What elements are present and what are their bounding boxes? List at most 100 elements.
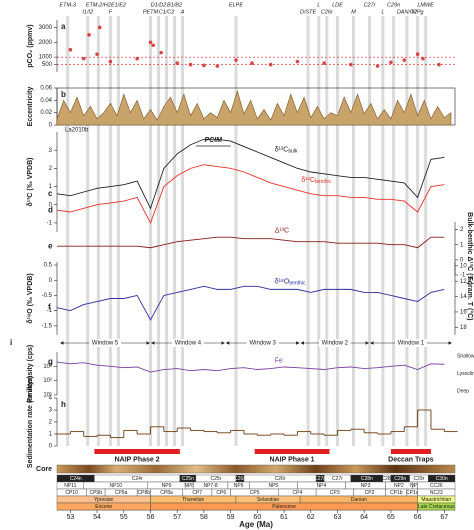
x-tick-label: 58 xyxy=(200,514,208,521)
y-tick-label: 0 xyxy=(49,278,53,284)
series-line xyxy=(56,138,445,210)
annotation: La2010b xyxy=(65,128,89,134)
event-band xyxy=(416,16,420,446)
data-point xyxy=(402,58,407,62)
timescale-label: C30n xyxy=(436,476,448,482)
y-axis-label: δ¹⁸O (‰ VPDB) xyxy=(27,273,34,323)
event-band xyxy=(66,16,70,446)
x-tick-label: 67 xyxy=(440,514,448,521)
y2-tick-label: 1 xyxy=(460,242,464,248)
right-label: Deep xyxy=(457,388,469,394)
event-band xyxy=(335,16,339,446)
timescale-label: NP7-8 xyxy=(203,483,217,489)
phase-label: NAIP Phase 1 xyxy=(270,456,315,463)
phase-bar xyxy=(254,449,330,454)
timescale-label: C26r xyxy=(275,476,286,482)
right-label: Lysocline xyxy=(457,371,474,377)
y2-tick-label: -1 xyxy=(460,273,466,279)
window-label: Window 2 xyxy=(322,341,349,347)
y-tick-label: -1 xyxy=(47,308,53,314)
data-point xyxy=(135,56,139,61)
event-label: D1/D2 xyxy=(151,2,167,8)
event-label: K/Pg xyxy=(412,9,425,15)
data-point xyxy=(95,52,99,56)
data-point xyxy=(389,60,393,65)
timescale-label: CP3 xyxy=(330,490,340,496)
y-axis-label: Sedimentation rate (cm/kyr) xyxy=(27,376,34,468)
timescale-label: NP5 xyxy=(268,483,278,489)
y-tick-label: 0.06 xyxy=(40,86,52,92)
panel-letter: g xyxy=(48,357,53,366)
timescale-label: CP1b xyxy=(390,490,403,496)
x-tick-label: 53 xyxy=(66,514,74,521)
y2-axis-label: Bulk-benthic Δ¹³C (‰) xyxy=(466,212,473,285)
series-line xyxy=(56,164,445,225)
window-label: Window 5 xyxy=(92,341,119,347)
y-tick-label: 10¹ xyxy=(43,393,52,399)
y-tick-label: 10² xyxy=(43,378,52,384)
panel-letter: f xyxy=(48,303,51,312)
series-line xyxy=(56,361,445,373)
y2-tick-label: 0 xyxy=(460,257,464,263)
event-band xyxy=(157,16,161,446)
panel-letter: d xyxy=(48,205,53,214)
y-tick-label: -1.5 xyxy=(42,323,53,329)
y-tick-label: 2000 xyxy=(39,40,53,46)
data-point xyxy=(202,63,206,68)
data-point xyxy=(68,47,73,52)
window-label-bg xyxy=(394,339,427,347)
event-label: ETM-2/H2 xyxy=(86,2,111,8)
timescale-label: Eocene xyxy=(95,504,112,510)
event-band xyxy=(234,16,238,446)
x-tick-label: 59 xyxy=(227,514,235,521)
timescale-label: NP2 xyxy=(394,483,404,489)
event-label: L xyxy=(381,9,384,15)
event-band xyxy=(173,16,177,446)
event-bands xyxy=(66,16,428,446)
timescale-label: C27n xyxy=(314,476,326,482)
x-tick-label: 55 xyxy=(120,514,128,521)
window-label-bg xyxy=(89,339,122,347)
x-tick-label: 64 xyxy=(360,514,368,521)
data-point xyxy=(415,52,420,56)
data-point xyxy=(234,58,238,62)
timescale-label: C28n xyxy=(361,476,373,482)
y-tick-label: 0 xyxy=(49,202,53,208)
timescale-label: CP7 xyxy=(192,490,202,496)
data-point xyxy=(188,62,193,67)
timescale-label: CP10 xyxy=(65,490,78,496)
pcim-label: PCIM xyxy=(205,137,223,144)
timescale-label: Maastrichtian xyxy=(421,497,451,503)
series-label: Δ¹³C xyxy=(275,228,289,235)
y2-tick-label: 18 xyxy=(460,325,467,331)
timescale-label: C25n xyxy=(182,476,194,482)
y-tick-label: 500 xyxy=(42,62,53,68)
event-label: A xyxy=(180,9,185,15)
data-point xyxy=(322,61,326,65)
window-label-bg xyxy=(318,339,351,347)
panel-letter: e xyxy=(48,241,53,250)
timescale-label: CP9a xyxy=(115,490,128,496)
timescale-label: Late Cretaceous xyxy=(418,504,455,510)
x-tick-label: 57 xyxy=(173,514,181,521)
event-label: L xyxy=(317,2,320,8)
data-point xyxy=(215,64,220,68)
x-tick-label: 62 xyxy=(307,514,315,521)
y-axis-label: Fe intensity (cps) xyxy=(27,345,34,403)
data-point xyxy=(349,62,353,67)
y-tick-label: 1000 xyxy=(39,55,53,61)
timescale-label: C28r xyxy=(381,476,392,482)
y-tick-label: 3 xyxy=(49,148,53,154)
data-point xyxy=(250,61,254,65)
series-label: δ¹³Cbenthic xyxy=(301,177,331,185)
x-tick-label: 54 xyxy=(93,514,101,521)
event-label: B1/B2 xyxy=(167,2,182,8)
y2-tick-label: 16 xyxy=(460,310,467,316)
data-point xyxy=(97,25,102,30)
data-point xyxy=(151,43,155,48)
window-label-bg xyxy=(246,339,279,347)
y-tick-label: -1 xyxy=(47,220,53,226)
y-tick-label: 2 xyxy=(49,166,53,172)
timescale-label: Paleocene xyxy=(272,504,296,510)
